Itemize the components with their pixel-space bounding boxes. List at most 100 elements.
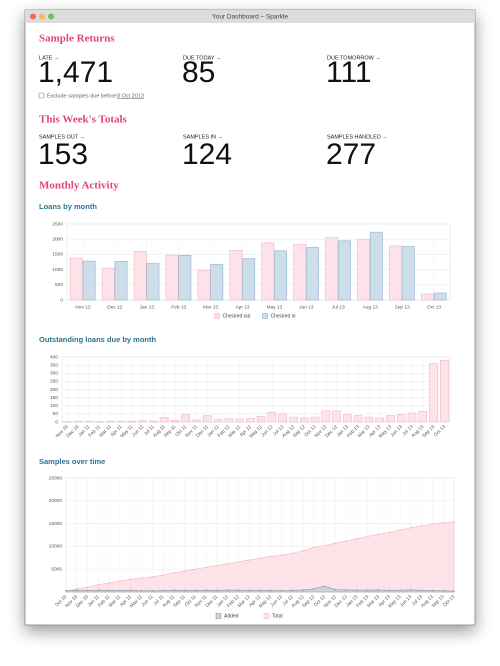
bar [376, 418, 384, 422]
point [270, 556, 272, 558]
bar [333, 411, 341, 422]
point [216, 589, 218, 591]
y-tick-label: 10000 [49, 544, 63, 550]
bar [294, 244, 306, 300]
bar [402, 246, 414, 300]
y-tick-label: 250 [50, 379, 58, 385]
point [259, 589, 261, 591]
y-tick-label: 1500 [52, 252, 63, 258]
bar [365, 417, 373, 422]
option-text: Exclude samples due before [47, 93, 116, 99]
x-tick-label: Jul 13 [332, 304, 345, 310]
bar [179, 255, 191, 300]
section-heading: This Week's Totals [39, 114, 128, 126]
bar [102, 268, 114, 300]
point [227, 563, 229, 565]
bar [440, 360, 448, 422]
stat-value: 85 [182, 56, 215, 89]
bar [147, 264, 159, 300]
legend-swatch [263, 314, 268, 319]
window-title: Your Dashboard – Sparkle [212, 14, 288, 21]
x-tick-label: Mar 13 [203, 304, 218, 310]
x-tick-label: Sep 13 [395, 304, 411, 310]
x-tick-label: Dec 12 [107, 304, 123, 310]
bar [408, 413, 416, 422]
y-tick-label: 200 [50, 387, 58, 393]
checkbox[interactable] [39, 93, 44, 98]
chart-title: Outstanding loans due by month [39, 335, 157, 344]
point [421, 525, 423, 527]
point [108, 589, 110, 591]
y-tick-label: 50 [53, 411, 59, 417]
point [389, 531, 391, 533]
point [313, 588, 315, 590]
point [162, 574, 164, 576]
bar [106, 421, 114, 422]
minimize-button[interactable] [39, 14, 45, 20]
bar [160, 417, 168, 422]
point [410, 589, 412, 591]
point [453, 521, 455, 523]
bar [386, 416, 394, 423]
point [76, 589, 78, 591]
point [389, 589, 391, 591]
point [281, 554, 283, 556]
bar [419, 411, 427, 422]
bar [343, 415, 351, 422]
bar [117, 421, 125, 422]
point [151, 576, 153, 578]
legend-swatch [216, 614, 221, 619]
bar [246, 418, 254, 422]
point [421, 589, 423, 591]
bar [357, 239, 369, 300]
stat-value: 111 [326, 56, 372, 89]
bar [326, 238, 338, 300]
point [442, 522, 444, 524]
point [259, 557, 261, 559]
point [335, 542, 337, 544]
legend-swatch [215, 314, 220, 319]
point [292, 589, 294, 591]
legend-label: Total [272, 613, 283, 619]
y-tick-label: 20000 [49, 498, 63, 504]
bar [134, 251, 146, 300]
close-button[interactable] [30, 14, 36, 20]
point [324, 585, 326, 587]
bar [430, 364, 438, 423]
zoom-button[interactable] [48, 14, 54, 20]
bar [322, 411, 330, 422]
point [432, 590, 434, 592]
bar [230, 250, 242, 300]
point [378, 589, 380, 591]
point [108, 582, 110, 584]
point [184, 570, 186, 572]
point [76, 588, 78, 590]
point [238, 561, 240, 563]
y-tick-label: 2500 [52, 221, 63, 227]
point [432, 523, 434, 525]
bar [214, 420, 222, 422]
point [356, 589, 358, 591]
legend-swatch [264, 614, 269, 619]
point [216, 565, 218, 567]
point [130, 589, 132, 591]
point [184, 589, 186, 591]
point [87, 586, 89, 588]
y-tick-label: 300 [50, 371, 58, 377]
point [248, 589, 250, 591]
bar [74, 421, 82, 422]
point [195, 590, 197, 592]
bar [211, 264, 223, 300]
bar [83, 261, 95, 300]
bar [243, 259, 255, 300]
bar [262, 243, 274, 300]
bar [338, 241, 350, 300]
bar [354, 416, 362, 423]
date-link[interactable]: 8 Oct 2013 [117, 93, 144, 99]
point [367, 536, 369, 538]
section-heading: Monthly Activity [39, 180, 119, 192]
point [410, 527, 412, 529]
point [356, 538, 358, 540]
chart-title: Samples over time [39, 457, 105, 466]
